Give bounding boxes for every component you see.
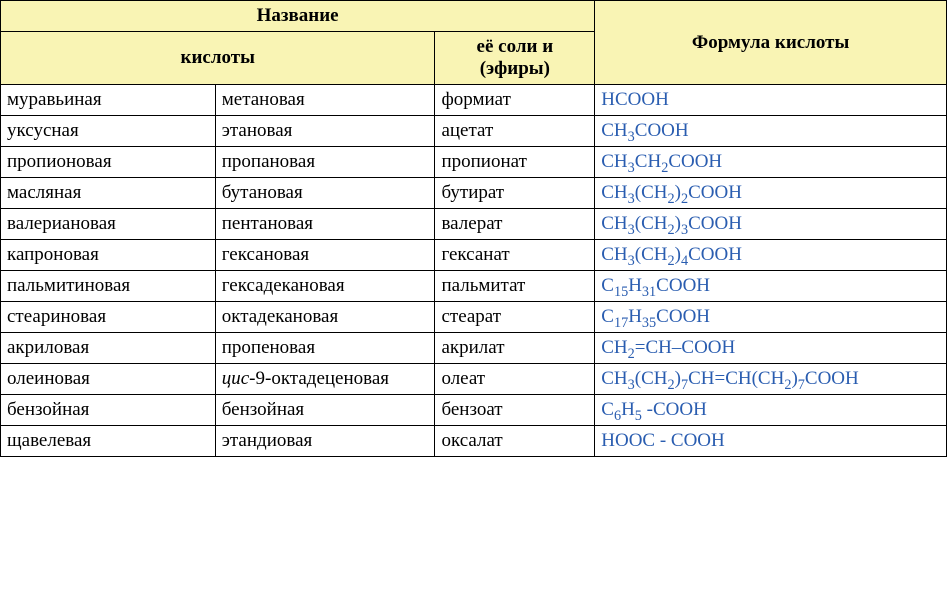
cell-salt: ацетат xyxy=(435,116,595,147)
cell-trivial: валериановая xyxy=(1,209,216,240)
cell-systematic: пропановая xyxy=(215,147,435,178)
cell-formula: CH3(CH2)3COOH xyxy=(595,209,947,240)
cell-formula: HOOC - COOH xyxy=(595,426,947,457)
cell-systematic: цис-9-октадеценовая xyxy=(215,364,435,395)
cell-systematic: октадекановая xyxy=(215,302,435,333)
cell-systematic: гексановая xyxy=(215,240,435,271)
cell-systematic: этандиовая xyxy=(215,426,435,457)
cell-systematic: пентановая xyxy=(215,209,435,240)
cell-trivial: щавелевая xyxy=(1,426,216,457)
table-row: пальмитиноваягексадекановаяпальмитатC15H… xyxy=(1,271,947,302)
cell-systematic: гексадекановая xyxy=(215,271,435,302)
table-row: валериановаяпентановаявалератCH3(CH2)3CO… xyxy=(1,209,947,240)
cell-systematic: бензойная xyxy=(215,395,435,426)
cell-salt: бензоат xyxy=(435,395,595,426)
cell-trivial: капроновая xyxy=(1,240,216,271)
table-body: муравьинаяметановаяформиатHCOOHуксуснаяэ… xyxy=(1,85,947,457)
cell-formula: CH3CH2COOH xyxy=(595,147,947,178)
cell-trivial: уксусная xyxy=(1,116,216,147)
cell-trivial: муравьиная xyxy=(1,85,216,116)
cell-salt: акрилат xyxy=(435,333,595,364)
cell-salt: формиат xyxy=(435,85,595,116)
cell-systematic: метановая xyxy=(215,85,435,116)
cell-formula: HCOOH xyxy=(595,85,947,116)
table-row: щавелеваяэтандиоваяоксалатHOOC - COOH xyxy=(1,426,947,457)
cell-salt: олеат xyxy=(435,364,595,395)
table-row: муравьинаяметановаяформиатHCOOH xyxy=(1,85,947,116)
table-row: маслянаябутановаябутиратCH3(CH2)2COOH xyxy=(1,178,947,209)
cell-salt: гексанат xyxy=(435,240,595,271)
cell-salt: оксалат xyxy=(435,426,595,457)
table-row: уксуснаяэтановаяацетатCH3COOH xyxy=(1,116,947,147)
cell-formula: CH3(CH2)4COOH xyxy=(595,240,947,271)
acids-table: Название Формула кислоты кислоты её соли… xyxy=(0,0,947,457)
cell-formula: CH3(CH2)7CH=CH(CH2)7COOH xyxy=(595,364,947,395)
cell-trivial: пальмитиновая xyxy=(1,271,216,302)
header-name: Название xyxy=(1,1,595,32)
cell-systematic: бутановая xyxy=(215,178,435,209)
cell-salt: пропионат xyxy=(435,147,595,178)
table-row: стеариноваяоктадекановаястеаратC17H35COO… xyxy=(1,302,947,333)
header-salt-sub: её соли и (эфиры) xyxy=(435,32,595,85)
cell-formula: C6H5 -COOH xyxy=(595,395,947,426)
cell-salt: пальмитат xyxy=(435,271,595,302)
cell-trivial: акриловая xyxy=(1,333,216,364)
table-row: пропионоваяпропановаяпропионатCH3CH2COOH xyxy=(1,147,947,178)
table-row: бензойнаябензойнаябензоатC6H5 -COOH xyxy=(1,395,947,426)
cell-trivial: пропионовая xyxy=(1,147,216,178)
cell-trivial: стеариновая xyxy=(1,302,216,333)
cell-salt: бутират xyxy=(435,178,595,209)
table-row: капроноваягексановаягексанатCH3(CH2)4COO… xyxy=(1,240,947,271)
cell-salt: валерат xyxy=(435,209,595,240)
cell-formula: CH2=CH–COOH xyxy=(595,333,947,364)
cell-salt: стеарат xyxy=(435,302,595,333)
header-acid-sub: кислоты xyxy=(1,32,435,85)
cell-trivial: бензойная xyxy=(1,395,216,426)
header-formula: Формула кислоты xyxy=(595,1,947,85)
table-row: олеиноваяцис-9-октадеценоваяолеатCH3(CH2… xyxy=(1,364,947,395)
cell-formula: C15H31COOH xyxy=(595,271,947,302)
cell-systematic: пропеновая xyxy=(215,333,435,364)
cell-trivial: олеиновая xyxy=(1,364,216,395)
cell-trivial: масляная xyxy=(1,178,216,209)
cell-formula: CH3COOH xyxy=(595,116,947,147)
cell-formula: C17H35COOH xyxy=(595,302,947,333)
cell-formula: CH3(CH2)2COOH xyxy=(595,178,947,209)
table-row: акриловаяпропеноваяакрилатCH2=CH–COOH xyxy=(1,333,947,364)
cell-systematic: этановая xyxy=(215,116,435,147)
